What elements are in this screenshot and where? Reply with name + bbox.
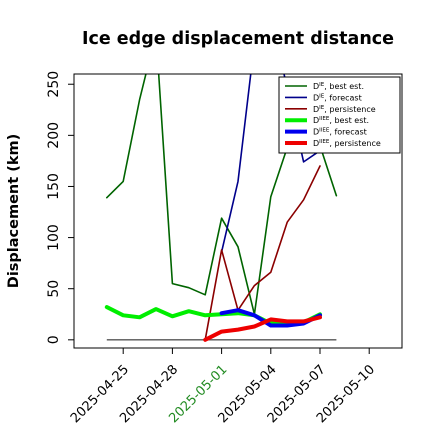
legend-label-3: D^IE, persistenceDIE, persistence [313, 105, 376, 114]
y-tick-label: 100 [46, 224, 62, 251]
y-axis-label: Displacement (km) [6, 134, 22, 288]
x-axis: 2025-04-252025-04-282025-05-012025-05-04… [68, 348, 378, 426]
series-line-2 [220, 74, 321, 253]
legend-label-4: D^IIEE, best est.DIIEE, best est. [313, 116, 369, 125]
series-line-3 [204, 165, 321, 341]
chart-title: Ice edge displacement distance [82, 29, 394, 49]
y-tick-label: 150 [46, 173, 62, 200]
legend: D^IE, best est.DIE, best est. D^IE, forec… [278, 76, 401, 154]
y-tick-label: 0 [46, 335, 62, 344]
y-tick-label: 250 [46, 71, 62, 98]
plot-frame [73, 73, 403, 349]
series-line-1 [106, 74, 338, 316]
legend-label-1: D^IE, best est.DIE, best est. [313, 82, 364, 91]
series-line-5 [219, 308, 322, 328]
y-tick-label: 200 [46, 122, 62, 149]
series-line-6 [203, 315, 322, 342]
y-axis: 0 50 100 150 200 250 [46, 71, 74, 344]
series-layer [104, 74, 338, 342]
y-tick-label: 50 [46, 280, 62, 298]
legend-box [278, 76, 401, 154]
